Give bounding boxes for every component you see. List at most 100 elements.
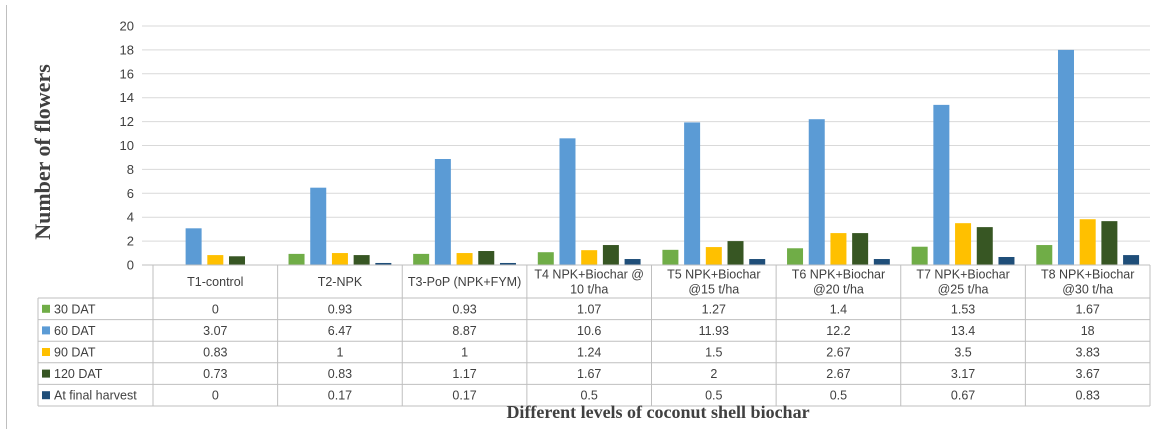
bar <box>207 255 224 265</box>
y-tick-label: 14 <box>120 90 134 105</box>
y-tick-label: 8 <box>127 162 134 177</box>
bar <box>705 247 722 265</box>
y-tick-label: 2 <box>127 234 134 249</box>
category-label: T5 NPK+Biochar <box>667 268 760 282</box>
table-cell-value: 1.24 <box>577 346 601 360</box>
table-cell-value: 0.93 <box>328 302 352 316</box>
category-label: 10 t/ha <box>570 283 608 297</box>
bar <box>624 259 641 265</box>
bar <box>749 259 766 265</box>
series-label: 60 DAT <box>54 324 96 338</box>
bar <box>310 187 327 265</box>
y-tick-label: 4 <box>127 210 134 225</box>
table-cell-value: 10.6 <box>577 324 601 338</box>
table-cell-value: 3.5 <box>954 346 971 360</box>
table-cell-value: 0.17 <box>328 389 352 403</box>
bar <box>499 262 516 265</box>
bar <box>911 246 928 265</box>
y-tick-label: 16 <box>120 66 134 81</box>
bar <box>375 262 392 265</box>
y-tick-label: 12 <box>120 114 134 129</box>
table-cell-value: 0.83 <box>328 367 352 381</box>
table-cell-value: 2 <box>710 367 717 381</box>
table-cell-value: 0.93 <box>452 302 476 316</box>
x-axis-label: Different levels of coconut shell biocha… <box>506 402 809 422</box>
table-cell-value: 1.53 <box>951 302 975 316</box>
legend-key <box>42 326 50 335</box>
bar <box>1123 255 1140 265</box>
series-label: 120 DAT <box>54 367 103 381</box>
bar <box>581 250 598 265</box>
table-cell-value: 12.2 <box>826 324 850 338</box>
category-label: @25 t/ha <box>938 283 989 297</box>
y-tick-label: 18 <box>120 42 134 57</box>
data-table: T1-control T2-NPK T3-PoP (NPK+FYM) T4 NPK+B… <box>37 264 1151 407</box>
table-cell-value: 13.4 <box>951 324 975 338</box>
y-axis-ticks: 0 2 4 6 8 10 12 14 16 18 20 <box>120 19 134 273</box>
table-cell-value: 3.83 <box>1076 346 1100 360</box>
table-cell-value: 3.17 <box>951 367 975 381</box>
bar <box>1057 49 1074 266</box>
table-cell-value: 8.87 <box>452 324 476 338</box>
legend-key <box>42 304 50 313</box>
table-cell-value: 0.17 <box>452 389 476 403</box>
table-cell-value: 0 <box>212 302 219 316</box>
y-tick-label: 20 <box>120 19 134 34</box>
bar <box>1036 245 1053 265</box>
category-label: T8 NPK+Biochar <box>1041 268 1134 282</box>
bar <box>413 253 430 265</box>
category-label: @15 t/ha <box>688 283 739 297</box>
table-cell-value: 2.67 <box>826 346 850 360</box>
bar <box>559 138 576 265</box>
table-cell-value: 1 <box>461 346 468 360</box>
category-label: @30 t/ha <box>1062 283 1113 297</box>
bar <box>1101 221 1118 265</box>
bar <box>353 255 370 265</box>
table-cell-value: 11.93 <box>699 324 729 338</box>
bar <box>727 241 744 265</box>
category-label: T1-control <box>187 275 243 289</box>
bar <box>456 253 473 265</box>
bar <box>933 104 950 266</box>
bar <box>478 251 495 265</box>
table-cell-value: 0.5 <box>705 389 722 403</box>
table-cell-value: 0.5 <box>580 389 597 403</box>
bar <box>1079 219 1096 265</box>
bar <box>684 122 701 266</box>
bar <box>185 228 202 265</box>
bar <box>787 248 804 265</box>
bar <box>998 256 1015 265</box>
bars <box>185 49 1140 266</box>
table-cell-value: 0.83 <box>1076 389 1100 403</box>
bar <box>434 159 451 265</box>
grid-layer <box>142 25 1150 266</box>
bar <box>537 252 554 265</box>
table-cell-value: 0.5 <box>830 389 847 403</box>
table-cell-value: 3.07 <box>203 324 227 338</box>
y-tick-label: 6 <box>127 186 134 201</box>
category-label: T7 NPK+Biochar <box>916 268 1009 282</box>
legend-key <box>42 391 50 400</box>
bar <box>976 227 993 265</box>
bar <box>852 233 869 265</box>
table-cell-value: 1.67 <box>577 367 601 381</box>
table-cell-value: 1 <box>336 346 343 360</box>
category-label: T3-PoP (NPK+FYM) <box>408 275 521 289</box>
table-cell-value: 2.67 <box>826 367 850 381</box>
table-cell-value: 1.17 <box>452 367 476 381</box>
table-cell-value: 18 <box>1081 324 1095 338</box>
table-cell-value: 6.47 <box>328 324 352 338</box>
table-cell-value: 1.5 <box>705 346 722 360</box>
y-tick-label: 10 <box>120 138 134 153</box>
table-cell-value: 0.83 <box>203 346 227 360</box>
category-label: T2-NPK <box>318 275 363 289</box>
y-axis-label: Number of flowers <box>30 64 55 240</box>
category-label: T4 NPK+Biochar @ <box>534 268 644 282</box>
bar <box>955 223 972 265</box>
bar <box>662 249 679 265</box>
category-label: @20 t/ha <box>813 283 864 297</box>
table-cell-value: 1.07 <box>577 302 601 316</box>
table-cell-value: 1.67 <box>1076 302 1100 316</box>
bar <box>229 256 246 265</box>
